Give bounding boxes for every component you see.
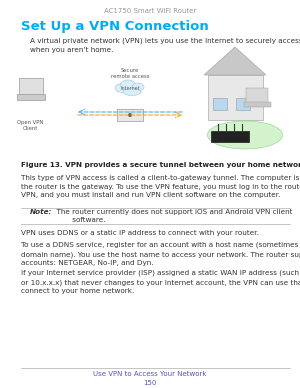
Ellipse shape (132, 83, 144, 91)
FancyBboxPatch shape (19, 78, 43, 96)
Polygon shape (204, 47, 266, 75)
Text: This type of VPN access is called a client-to-gateway tunnel. The computer is th: This type of VPN access is called a clie… (21, 175, 300, 198)
FancyBboxPatch shape (16, 94, 44, 99)
Text: If your Internet service provider (ISP) assigned a static WAN IP address (such a: If your Internet service provider (ISP) … (21, 270, 300, 294)
Text: Figure 13. VPN provides a secure tunnel between your home network and a remote c: Figure 13. VPN provides a secure tunnel … (21, 162, 300, 168)
Text: Note:: Note: (30, 209, 52, 215)
Ellipse shape (121, 80, 136, 90)
Ellipse shape (123, 88, 141, 95)
Text: 150: 150 (143, 380, 157, 386)
Text: Open VPN
Client: Open VPN Client (17, 120, 43, 131)
Text: The router currently does not support iOS and Android VPN client
         softwa: The router currently does not support iO… (52, 209, 292, 223)
FancyBboxPatch shape (208, 75, 263, 120)
Text: Set Up a VPN Connection: Set Up a VPN Connection (21, 20, 209, 33)
FancyBboxPatch shape (236, 98, 250, 110)
FancyBboxPatch shape (211, 131, 249, 142)
Text: To use a DDNS service, register for an account with a host name (sometimes calle: To use a DDNS service, register for an a… (21, 242, 300, 266)
FancyBboxPatch shape (117, 109, 143, 121)
FancyBboxPatch shape (213, 98, 227, 110)
Text: Secure
remote access: Secure remote access (111, 68, 149, 79)
Text: AC1750 Smart WiFi Router: AC1750 Smart WiFi Router (104, 8, 196, 14)
Circle shape (128, 113, 132, 117)
Text: VPN uses DDNS or a static IP address to connect with your router.: VPN uses DDNS or a static IP address to … (21, 230, 259, 236)
Ellipse shape (208, 121, 283, 149)
FancyBboxPatch shape (244, 102, 271, 106)
Text: Use VPN to Access Your Network: Use VPN to Access Your Network (93, 371, 207, 377)
Text: Internet: Internet (120, 87, 140, 92)
FancyBboxPatch shape (246, 88, 268, 104)
Text: A virtual private network (VPN) lets you use the Internet to securely access you: A virtual private network (VPN) lets you… (30, 38, 300, 53)
Ellipse shape (115, 83, 129, 92)
